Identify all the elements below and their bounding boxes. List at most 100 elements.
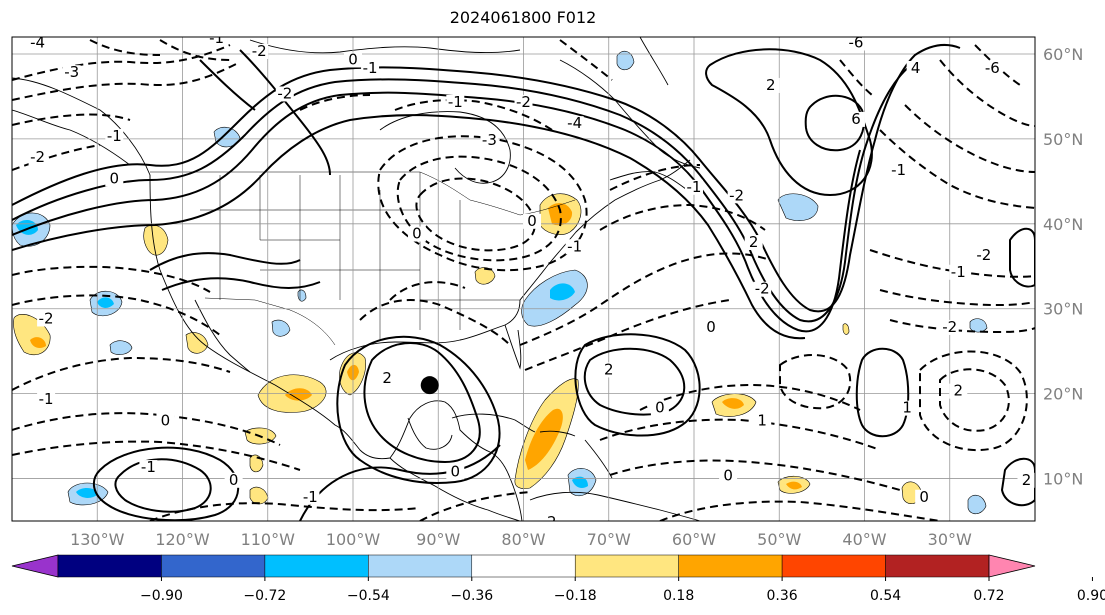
longitude-tick-labels: 130°W 120°W 110°W 100°W 90°W 80°W 70°W 60°W 50°W… [70, 530, 972, 549]
shade-patch [525, 408, 563, 470]
contour-negative [839, 59, 873, 96]
contour-label-bg [275, 86, 294, 102]
contour-label: 2 [382, 369, 392, 387]
contour-label-bg [753, 413, 772, 429]
contour-negative [12, 440, 301, 471]
colorbar-swatch [678, 554, 783, 578]
contour-label-bg [105, 128, 124, 144]
coastline-arctic [249, 39, 521, 54]
contour-label-bg [949, 383, 968, 399]
contour-label: 1 [757, 411, 767, 429]
contour-label: -2 [516, 93, 531, 111]
contour-label-bg [407, 226, 426, 242]
contour-label-bg [685, 179, 703, 195]
coastline-labrador [559, 59, 701, 169]
colorbar-swatch [885, 554, 990, 578]
colorbar-swatch [471, 554, 576, 578]
colorbar-label: −0.36 [450, 588, 493, 604]
contour-label: -4 [567, 114, 582, 132]
map-frame [11, 36, 1036, 522]
contour-label: -2 [942, 318, 957, 336]
border-us-canada [150, 171, 576, 216]
contour-label-bg [650, 400, 669, 416]
lat-tick-label: 40°N [1043, 215, 1083, 234]
contour-label: 0 [527, 212, 537, 230]
contour-positive [12, 114, 806, 340]
coastline-hispaniola [539, 430, 576, 437]
colorbar-label: 0.90 [1077, 588, 1105, 604]
colorbar-label: −0.90 [140, 588, 183, 604]
contour-label: 0 [706, 318, 716, 336]
contour-negative [12, 356, 231, 391]
contour-negative [419, 491, 531, 521]
contour-label-bg [480, 133, 499, 149]
shade-patch [722, 398, 744, 409]
lon-tick-label: 60°W [672, 530, 716, 549]
border-us-mexico [204, 297, 336, 346]
border-state-lines [200, 172, 520, 340]
contour-positive [149, 252, 301, 271]
contour-positive [12, 91, 861, 333]
colorbar-swatch [57, 554, 162, 578]
contour-label-bg [940, 319, 959, 335]
lon-tick-label: 70°W [587, 530, 631, 549]
contour-label-bg [361, 60, 380, 76]
contour-label: -1 [303, 488, 318, 506]
shade-patch [109, 340, 133, 355]
contour-label-bg [105, 171, 124, 187]
contour-negative [559, 39, 613, 81]
contour-label: -2 [729, 186, 744, 204]
contour-label: 4 [911, 59, 921, 77]
contour-label: -6 [985, 59, 1000, 77]
contour-negative [394, 99, 556, 133]
contour-negative [12, 265, 211, 293]
contours-solid [12, 43, 1035, 521]
colorbar-labels: −0.90 −0.72 −0.54 −0.36 −0.18 0.18 0.36 0.54 0.7… [140, 577, 1105, 604]
contour-ring [92, 446, 240, 521]
contour-label: 2 [749, 233, 759, 251]
contour-negative [599, 203, 766, 231]
contour-label: -2 [755, 280, 770, 298]
lon-tick-label: 110°W [241, 530, 296, 549]
contour-label: -1 [687, 178, 702, 196]
shade-patch [572, 476, 588, 488]
coastline-baja [194, 299, 251, 373]
contour-label-bg [224, 472, 243, 488]
contour-positive [299, 444, 501, 521]
contour-negative [524, 299, 731, 371]
contour-label-bg [915, 489, 934, 505]
contour-negative [12, 144, 101, 171]
lon-tick-label: 40°W [842, 530, 886, 549]
shade-patch [271, 319, 291, 337]
contour-negative [12, 44, 231, 81]
coastline-gulf [389, 400, 523, 521]
contour-label: -2 [277, 84, 292, 102]
contour-negative [659, 500, 941, 521]
contour-label-bg [139, 460, 158, 476]
contour-negative [519, 252, 771, 346]
contour-label: -1 [363, 59, 378, 77]
contour-label: 0 [655, 399, 665, 417]
colorbar-extend-low [11, 554, 59, 578]
coastline-gulf-st-lawrence [609, 171, 691, 193]
shade-patch [842, 323, 850, 335]
contour-positive [12, 65, 911, 323]
colorbar-swatch [264, 554, 369, 578]
contour-label: -6 [848, 33, 863, 51]
contour-label: 0 [161, 411, 171, 429]
contour-negative [889, 319, 1035, 334]
lat-tick-label: 10°N [1043, 470, 1083, 489]
shade-patch [967, 494, 987, 515]
contour-label: -3 [64, 63, 79, 81]
shade-patch [616, 50, 635, 71]
colorbar-swatch [781, 554, 886, 578]
contour-label-bg [898, 400, 917, 416]
contour-label: -2 [252, 42, 267, 60]
contour-label-bg [37, 311, 56, 327]
contour-positive [12, 43, 961, 313]
contour-label-bg [565, 239, 584, 255]
shade-patch [548, 203, 573, 226]
contour-label-bg [846, 37, 865, 51]
colorbar-extend-high [988, 554, 1036, 578]
